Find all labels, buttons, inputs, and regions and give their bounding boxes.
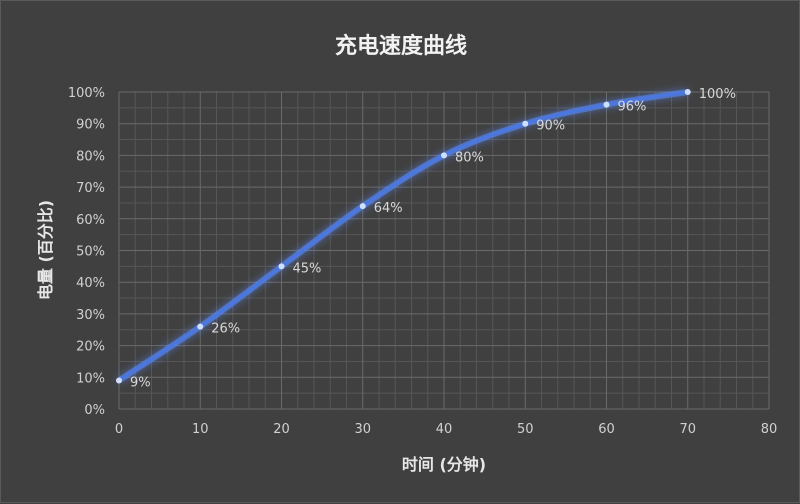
data-label: 100%: [699, 87, 736, 102]
label-layer: 0 10 20 30 40 50 60 70 80 0% 10% 20% 30% 40% 50% 60% 70%…: [68, 86, 777, 437]
data-label: 90%: [536, 119, 565, 134]
y-tick-label: 100%: [68, 86, 105, 101]
data-label: 9%: [130, 375, 151, 390]
y-tick-label: 90%: [76, 118, 105, 133]
data-point: [684, 89, 691, 95]
x-tick-label: 20: [273, 422, 290, 437]
data-point: [522, 120, 529, 127]
x-tick-label: 10: [192, 422, 209, 437]
y-tick-label: 50%: [76, 245, 105, 260]
y-tick-label: 70%: [76, 181, 105, 196]
data-label: 80%: [455, 150, 484, 165]
y-tick-label: 20%: [76, 340, 105, 355]
x-tick-label: 0: [115, 422, 123, 437]
y-tick-label: 0%: [84, 403, 105, 418]
series-layer: [116, 89, 691, 384]
y-tick-label: 30%: [76, 308, 105, 323]
x-tick-label: 40: [436, 422, 453, 437]
grid: [118, 91, 770, 410]
data-point: [441, 152, 447, 159]
data-point: [603, 101, 610, 108]
x-tick-label: 80: [761, 422, 778, 437]
series-line: [118, 90, 688, 382]
y-tick-label: 10%: [76, 371, 105, 386]
series-line-glow: [117, 89, 689, 383]
y-tick-label: 60%: [76, 213, 105, 228]
x-tick-label: 30: [354, 422, 371, 437]
data-point: [116, 377, 122, 384]
data-label: 45%: [293, 261, 322, 276]
y-tick-label: 80%: [76, 149, 105, 164]
x-tick-label: 60: [598, 422, 615, 437]
data-label: 96%: [618, 100, 647, 115]
data-point: [359, 203, 366, 210]
x-tick-label: 50: [517, 422, 534, 437]
y-axis-title: 电量 (百分比): [36, 200, 55, 300]
y-tick-label: 40%: [76, 276, 105, 291]
data-point: [197, 323, 204, 330]
data-label: 64%: [374, 201, 403, 216]
chart-title: 充电速度曲线: [335, 33, 467, 59]
x-axis-title: 时间 (分钟): [402, 455, 486, 474]
x-tick-label: 70: [679, 422, 696, 437]
data-label: 26%: [211, 322, 240, 337]
data-point: [278, 263, 285, 270]
